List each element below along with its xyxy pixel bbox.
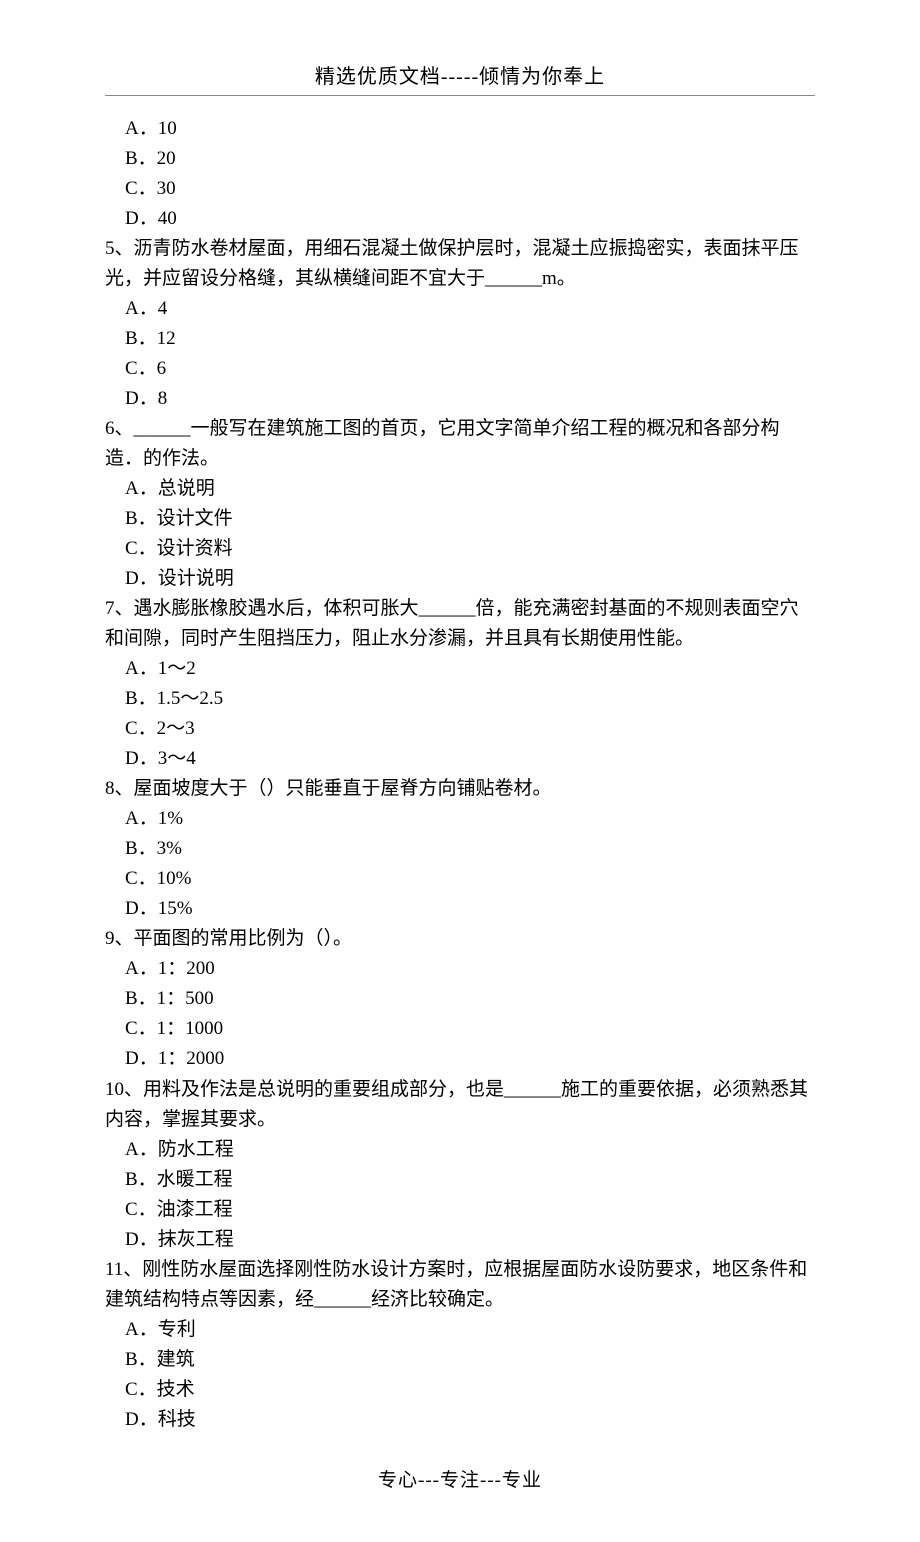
question-block: 5、沥青防水卷材屋面，用细石混凝土做保护层时，混凝土应振捣密实，表面抹平压光，并… — [105, 234, 815, 414]
option-item: D．1：2000 — [105, 1044, 815, 1074]
question-block: 7、遇水膨胀橡胶遇水后，体积可胀大______倍，能充满密封基面的不规则表面空穴… — [105, 594, 815, 774]
question-number: 5、 — [105, 238, 134, 259]
option-item: B．3% — [105, 834, 815, 864]
option-item: C．30 — [105, 174, 815, 204]
option-item: D．3～4 — [105, 744, 815, 774]
option-item: C．10% — [105, 864, 815, 894]
option-item: C．1：1000 — [105, 1014, 815, 1044]
question-number: 11、 — [105, 1259, 142, 1280]
question-block: 11、刚性防水屋面选择刚性防水设计方案时，应根据屋面防水设防要求，地区条件和建筑… — [105, 1255, 815, 1435]
option-item: B．20 — [105, 144, 815, 174]
option-item: B．建筑 — [105, 1345, 815, 1375]
question-number: 6、 — [105, 418, 134, 439]
question-body: 用料及作法是总说明的重要组成部分，也是______施工的重要依据，必须熟悉其内容… — [105, 1079, 808, 1130]
question-text: 10、用料及作法是总说明的重要组成部分，也是______施工的重要依据，必须熟悉… — [105, 1075, 815, 1135]
option-item: C．设计资料 — [105, 534, 815, 564]
question-number: 8、 — [105, 778, 134, 799]
question-block: 8、屋面坡度大于（）只能垂直于屋脊方向铺贴卷材。 A．1% B．3% C．10%… — [105, 774, 815, 924]
question-body: 遇水膨胀橡胶遇水后，体积可胀大______倍，能充满密封基面的不规则表面空穴和间… — [105, 598, 799, 649]
question-number: 10、 — [105, 1079, 143, 1100]
option-item: D．抹灰工程 — [105, 1225, 815, 1255]
question-number: 9、 — [105, 928, 134, 949]
question-body: 屋面坡度大于（）只能垂直于屋脊方向铺贴卷材。 — [134, 778, 552, 799]
option-item: B．1：500 — [105, 984, 815, 1014]
page-footer: 专心---专注---专业 — [105, 1465, 815, 1492]
option-item: D．科技 — [105, 1405, 815, 1435]
option-item: A．1～2 — [105, 654, 815, 684]
option-item: D．8 — [105, 384, 815, 414]
question-text: 5、沥青防水卷材屋面，用细石混凝土做保护层时，混凝土应振捣密实，表面抹平压光，并… — [105, 234, 815, 294]
option-item: A．专利 — [105, 1315, 815, 1345]
question-text: 7、遇水膨胀橡胶遇水后，体积可胀大______倍，能充满密封基面的不规则表面空穴… — [105, 594, 815, 654]
question-text: 8、屋面坡度大于（）只能垂直于屋脊方向铺贴卷材。 — [105, 774, 815, 804]
option-item: A．4 — [105, 294, 815, 324]
option-item: B．设计文件 — [105, 504, 815, 534]
option-item: C．6 — [105, 354, 815, 384]
question-text: 11、刚性防水屋面选择刚性防水设计方案时，应根据屋面防水设防要求，地区条件和建筑… — [105, 1255, 815, 1315]
question-block: 9、平面图的常用比例为（）。 A．1：200 B．1：500 C．1：1000 … — [105, 924, 815, 1074]
option-item: A．1% — [105, 804, 815, 834]
option-item: A．10 — [105, 114, 815, 144]
option-item: D．40 — [105, 204, 815, 234]
option-item: D．设计说明 — [105, 564, 815, 594]
option-item: A．防水工程 — [105, 1135, 815, 1165]
question-text: 6、______一般写在建筑施工图的首页，它用文字简单介绍工程的概况和各部分构造… — [105, 414, 815, 474]
question-block: 6、______一般写在建筑施工图的首页，它用文字简单介绍工程的概况和各部分构造… — [105, 414, 815, 594]
option-item: C．2～3 — [105, 714, 815, 744]
option-item: C．油漆工程 — [105, 1195, 815, 1225]
question-text: 9、平面图的常用比例为（）。 — [105, 924, 815, 954]
option-item: C．技术 — [105, 1375, 815, 1405]
option-item: B．1.5～2.5 — [105, 684, 815, 714]
question-body: ______一般写在建筑施工图的首页，它用文字简单介绍工程的概况和各部分构造．的… — [105, 418, 780, 469]
document-page: 精选优质文档-----倾情为你奉上 A．10 B．20 C．30 D．40 5、… — [0, 0, 920, 1542]
question-block: 10、用料及作法是总说明的重要组成部分，也是______施工的重要依据，必须熟悉… — [105, 1075, 815, 1255]
option-item: A．总说明 — [105, 474, 815, 504]
question-body: 沥青防水卷材屋面，用细石混凝土做保护层时，混凝土应振捣密实，表面抹平压光，并应留… — [105, 238, 799, 289]
header-divider — [105, 95, 815, 96]
content-body: A．10 B．20 C．30 D．40 5、沥青防水卷材屋面，用细石混凝土做保护… — [105, 114, 815, 1435]
option-item: B．12 — [105, 324, 815, 354]
option-item: A．1：200 — [105, 954, 815, 984]
option-item: B．水暖工程 — [105, 1165, 815, 1195]
question-body: 平面图的常用比例为（）。 — [134, 928, 353, 949]
page-header: 精选优质文档-----倾情为你奉上 — [105, 60, 815, 89]
option-item: D．15% — [105, 894, 815, 924]
question-number: 7、 — [105, 598, 134, 619]
